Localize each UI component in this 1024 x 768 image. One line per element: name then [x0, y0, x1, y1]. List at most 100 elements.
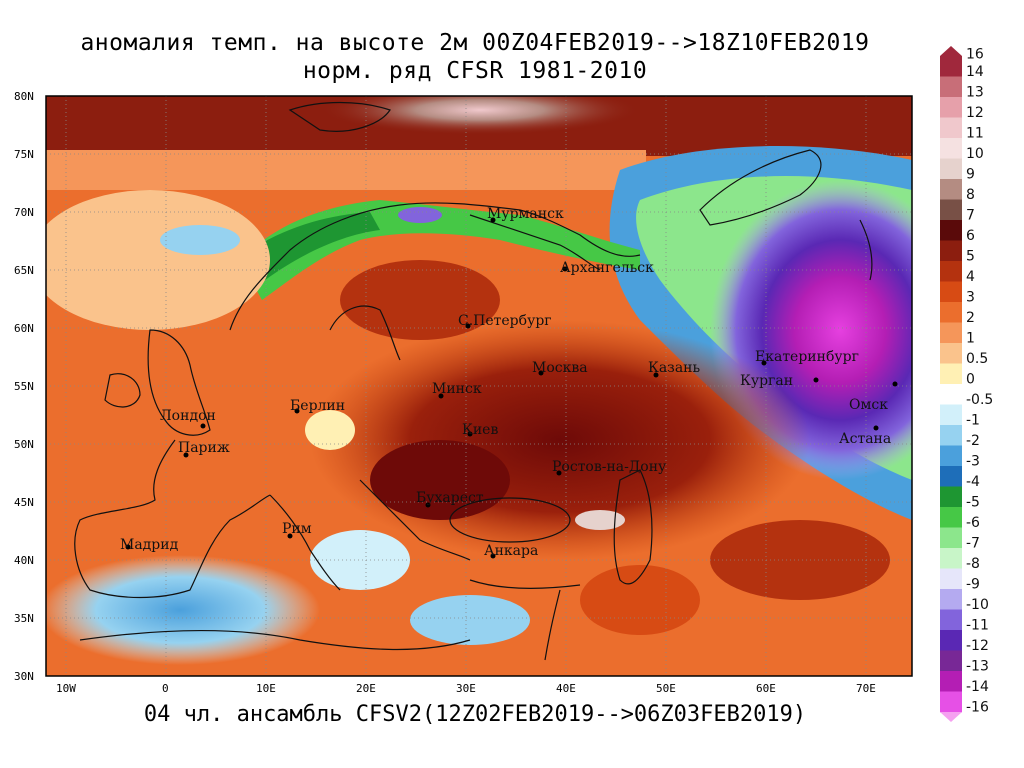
city-label: Анкара [484, 543, 538, 559]
colorbar-swatch [940, 650, 962, 672]
city-dot [562, 266, 568, 272]
lon-label: 70E [856, 682, 876, 695]
colorbar-swatch [940, 363, 962, 385]
ensemble-footer: 04 чл. ансамбль CFSV2(12Z02FEB2019-->06Z… [143, 702, 807, 727]
colorbar-swatch [940, 261, 962, 282]
colorbar-label: 14 [966, 64, 984, 80]
lat-label: 30N [14, 670, 34, 683]
city-label: Курган [740, 373, 793, 389]
city-label: С.Петербург [458, 313, 552, 329]
colorbar-bottom-arrow [940, 712, 962, 722]
colorbar-label: 11 [966, 126, 984, 142]
colorbar-swatch [940, 548, 962, 569]
colorbar-swatch [940, 384, 962, 405]
colorbar-label: 0 [966, 372, 975, 388]
lon-label: 10E [256, 682, 276, 695]
colorbar-swatch [940, 343, 962, 364]
colorbar-swatch [940, 527, 962, 549]
colorbar-label: 10 [966, 146, 984, 162]
colorbar-label: -10 [966, 597, 989, 613]
lon-label: 0 [162, 682, 169, 695]
colorbar-swatch [940, 117, 962, 139]
lon-label: 10W [56, 682, 76, 695]
city-dot [556, 470, 562, 476]
city-label: Рим [282, 521, 312, 537]
city-label: Минск [432, 381, 482, 397]
city-dot [200, 423, 206, 429]
colorbar-swatch [940, 302, 962, 323]
city-label: Мурманск [487, 206, 564, 222]
map-subtitle: норм. ряд CFSR 1981-2010 [302, 58, 648, 84]
colorbar-swatch [940, 158, 962, 180]
city-dot [287, 533, 293, 539]
lon-label: 30E [456, 682, 476, 695]
colorbar-swatch [940, 445, 962, 467]
colorbar-label: 2 [966, 310, 975, 326]
lat-label: 60N [14, 322, 34, 335]
lat-label: 80N [14, 90, 34, 103]
city-dot [873, 425, 879, 431]
colorbar-swatch [940, 568, 962, 590]
city-dot [653, 372, 659, 378]
city-label: Москва [532, 360, 588, 376]
lat-label: 65N [14, 264, 34, 277]
colorbar-label: 0.5 [966, 351, 988, 367]
colorbar-swatch [940, 220, 962, 241]
colorbar-label: 4 [966, 269, 975, 285]
lat-label: 45N [14, 496, 34, 509]
city-label: Киев [462, 422, 498, 438]
colorbar-label: -8 [966, 556, 980, 572]
city-dot [813, 377, 819, 383]
city-dot [892, 381, 898, 387]
city-dot [425, 502, 431, 508]
city-label: Мадрид [120, 537, 179, 553]
colorbar-label: 9 [966, 167, 975, 183]
city-label: Ростов-на-Дону [552, 459, 667, 475]
city-dot [761, 360, 767, 366]
colorbar-swatch [940, 138, 962, 159]
colorbar-swatch [940, 671, 962, 692]
colorbar-label: -0.5 [966, 392, 993, 408]
map-title: аномалия темп. на высоте 2м 00Z04FEB2019… [80, 30, 870, 56]
city-label: Казань [648, 360, 700, 376]
city-label: Астана [839, 431, 891, 447]
colorbar-label: -1 [966, 413, 980, 429]
lat-label: 40N [14, 554, 34, 567]
colorbar-label: -3 [966, 454, 980, 470]
city-label: Лондон [160, 408, 216, 424]
city-label: Берлин [290, 398, 345, 414]
map-frame [45, 95, 913, 677]
colorbar-label: 12 [966, 105, 984, 121]
city-label: Париж [178, 440, 230, 456]
colorbar-label: -13 [966, 659, 989, 675]
city-label: Архангельск [560, 260, 654, 276]
lat-label: 35N [14, 612, 34, 625]
colorbar-swatch [940, 97, 962, 118]
graticule [46, 96, 912, 676]
colorbar-swatch [940, 486, 962, 508]
lon-label: 40E [556, 682, 576, 695]
colorbar-label: 5 [966, 249, 975, 265]
city-dot [183, 452, 189, 458]
colorbar-swatch [940, 425, 962, 446]
colorbar-label: 13 [966, 85, 984, 101]
colorbar-label: -16 [966, 700, 989, 716]
colorbar-swatch [940, 507, 962, 528]
lat-label: 75N [14, 148, 34, 161]
colorbar-label: -5 [966, 495, 980, 511]
city-dot [467, 431, 473, 437]
colorbar-label: 8 [966, 187, 975, 203]
colorbar-swatches [940, 46, 962, 722]
city-dot [438, 393, 444, 399]
colorbar-swatch [940, 322, 962, 344]
colorbar-swatch [940, 609, 962, 631]
colorbar-label: -7 [966, 536, 980, 552]
city-label: Екатеринбург [755, 349, 859, 365]
colorbar-label: -14 [966, 679, 989, 695]
city-dot [125, 544, 131, 550]
colorbar-label: 1 [966, 331, 975, 347]
colorbar-swatch [940, 630, 962, 651]
latitude-labels: 80N 75N 70N 65N 60N 55N 50N 45N 40N 35N … [14, 90, 34, 683]
colorbar-label: -4 [966, 474, 980, 490]
colorbar-label: 7 [966, 208, 975, 224]
